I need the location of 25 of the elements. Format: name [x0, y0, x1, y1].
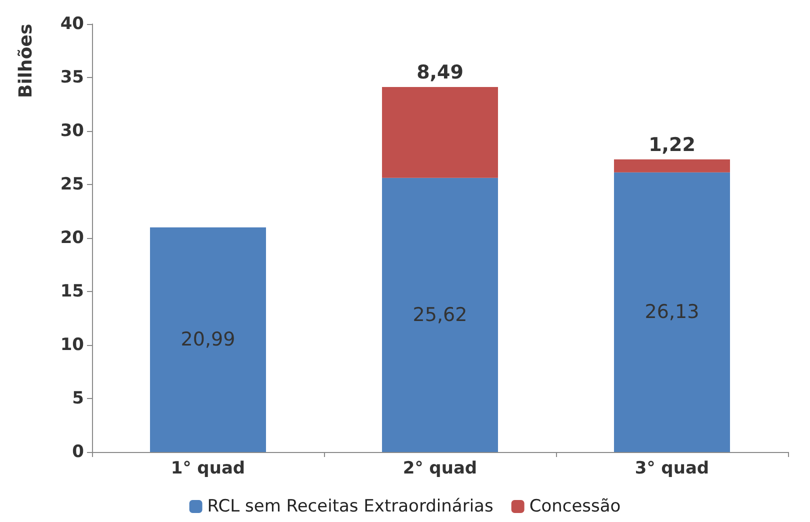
- y-tick-label: 30: [60, 121, 84, 141]
- y-axis-title: Bilhões: [16, 24, 36, 98]
- x-tick-label: 2° quad: [402, 458, 478, 478]
- y-tick-label: 35: [60, 68, 84, 88]
- bar: [382, 87, 498, 178]
- legend-label: RCL sem Receitas Extraordinárias: [207, 496, 494, 516]
- x-tick-label: 1° quad: [170, 458, 246, 478]
- bar: [614, 172, 730, 452]
- data-label: 20,99: [180, 328, 236, 351]
- y-tick-label: 20: [60, 228, 84, 248]
- y-tick-label: 5: [72, 388, 84, 408]
- y-tick-label: 10: [60, 335, 84, 355]
- data-label: 26,13: [644, 301, 700, 324]
- bar: [614, 159, 730, 172]
- x-tick-label: 3° quad: [634, 458, 710, 478]
- y-tick-label: 0: [72, 442, 84, 462]
- legend-label: Concessão: [529, 496, 621, 516]
- bar: [382, 178, 498, 452]
- bar: [150, 227, 266, 452]
- y-tick-label: 15: [60, 282, 84, 302]
- data-label: 8,49: [416, 62, 464, 84]
- y-tick-label: 40: [60, 14, 84, 34]
- y-tick-label: 25: [60, 174, 84, 194]
- data-label: 25,62: [412, 304, 468, 326]
- data-label: 1,22: [648, 134, 696, 156]
